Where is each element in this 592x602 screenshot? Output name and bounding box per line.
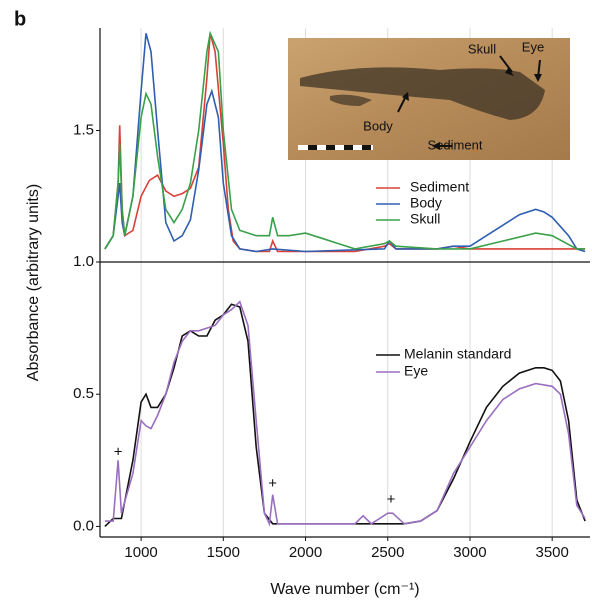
x-tick-label: 3000 — [453, 544, 486, 561]
y-tick-label: 0.5 — [73, 385, 94, 402]
y-axis-label: Absorbance (arbitrary units) — [25, 184, 42, 381]
inset-label: Body — [363, 118, 393, 133]
panel-label: b — [14, 8, 26, 30]
annotation: + — [114, 443, 123, 460]
legend-label: Eye — [404, 363, 428, 379]
fossil — [300, 67, 545, 120]
inset-label: Skull — [468, 41, 496, 56]
series-line — [104, 30, 586, 250]
y-tick-label: 0.0 — [73, 517, 94, 534]
series-line — [104, 33, 586, 253]
legend-label: Body — [410, 195, 442, 211]
series-line — [104, 303, 586, 527]
arrows — [397, 55, 541, 147]
x-tick-label: 1000 — [124, 544, 157, 561]
scale-bar — [298, 145, 373, 150]
legend-label: Melanin standard — [404, 346, 511, 362]
series-line — [104, 33, 586, 253]
x-tick-label: 3500 — [535, 544, 568, 561]
fossil-fin — [330, 94, 372, 106]
legend-label: Skull — [410, 211, 440, 227]
inset-photo: Skull Eye Body Sediment — [288, 38, 570, 160]
inset-label: Sediment — [428, 137, 483, 152]
x-tick-label: 2000 — [289, 544, 322, 561]
scale-bar-ticks — [308, 145, 371, 150]
series-line — [104, 300, 586, 527]
x-axis-label: Wave number (cm⁻¹) — [270, 581, 419, 598]
y-tick-label: 1.0 — [73, 253, 94, 270]
y-tick-label: 1.5 — [73, 122, 94, 139]
annotation: + — [268, 475, 277, 492]
x-tick-label: 1500 — [207, 544, 240, 561]
x-tick-label: 2500 — [371, 544, 404, 561]
annotation: + — [387, 491, 396, 508]
legend-label: Sediment — [410, 179, 469, 195]
inset-label: Eye — [522, 39, 544, 54]
